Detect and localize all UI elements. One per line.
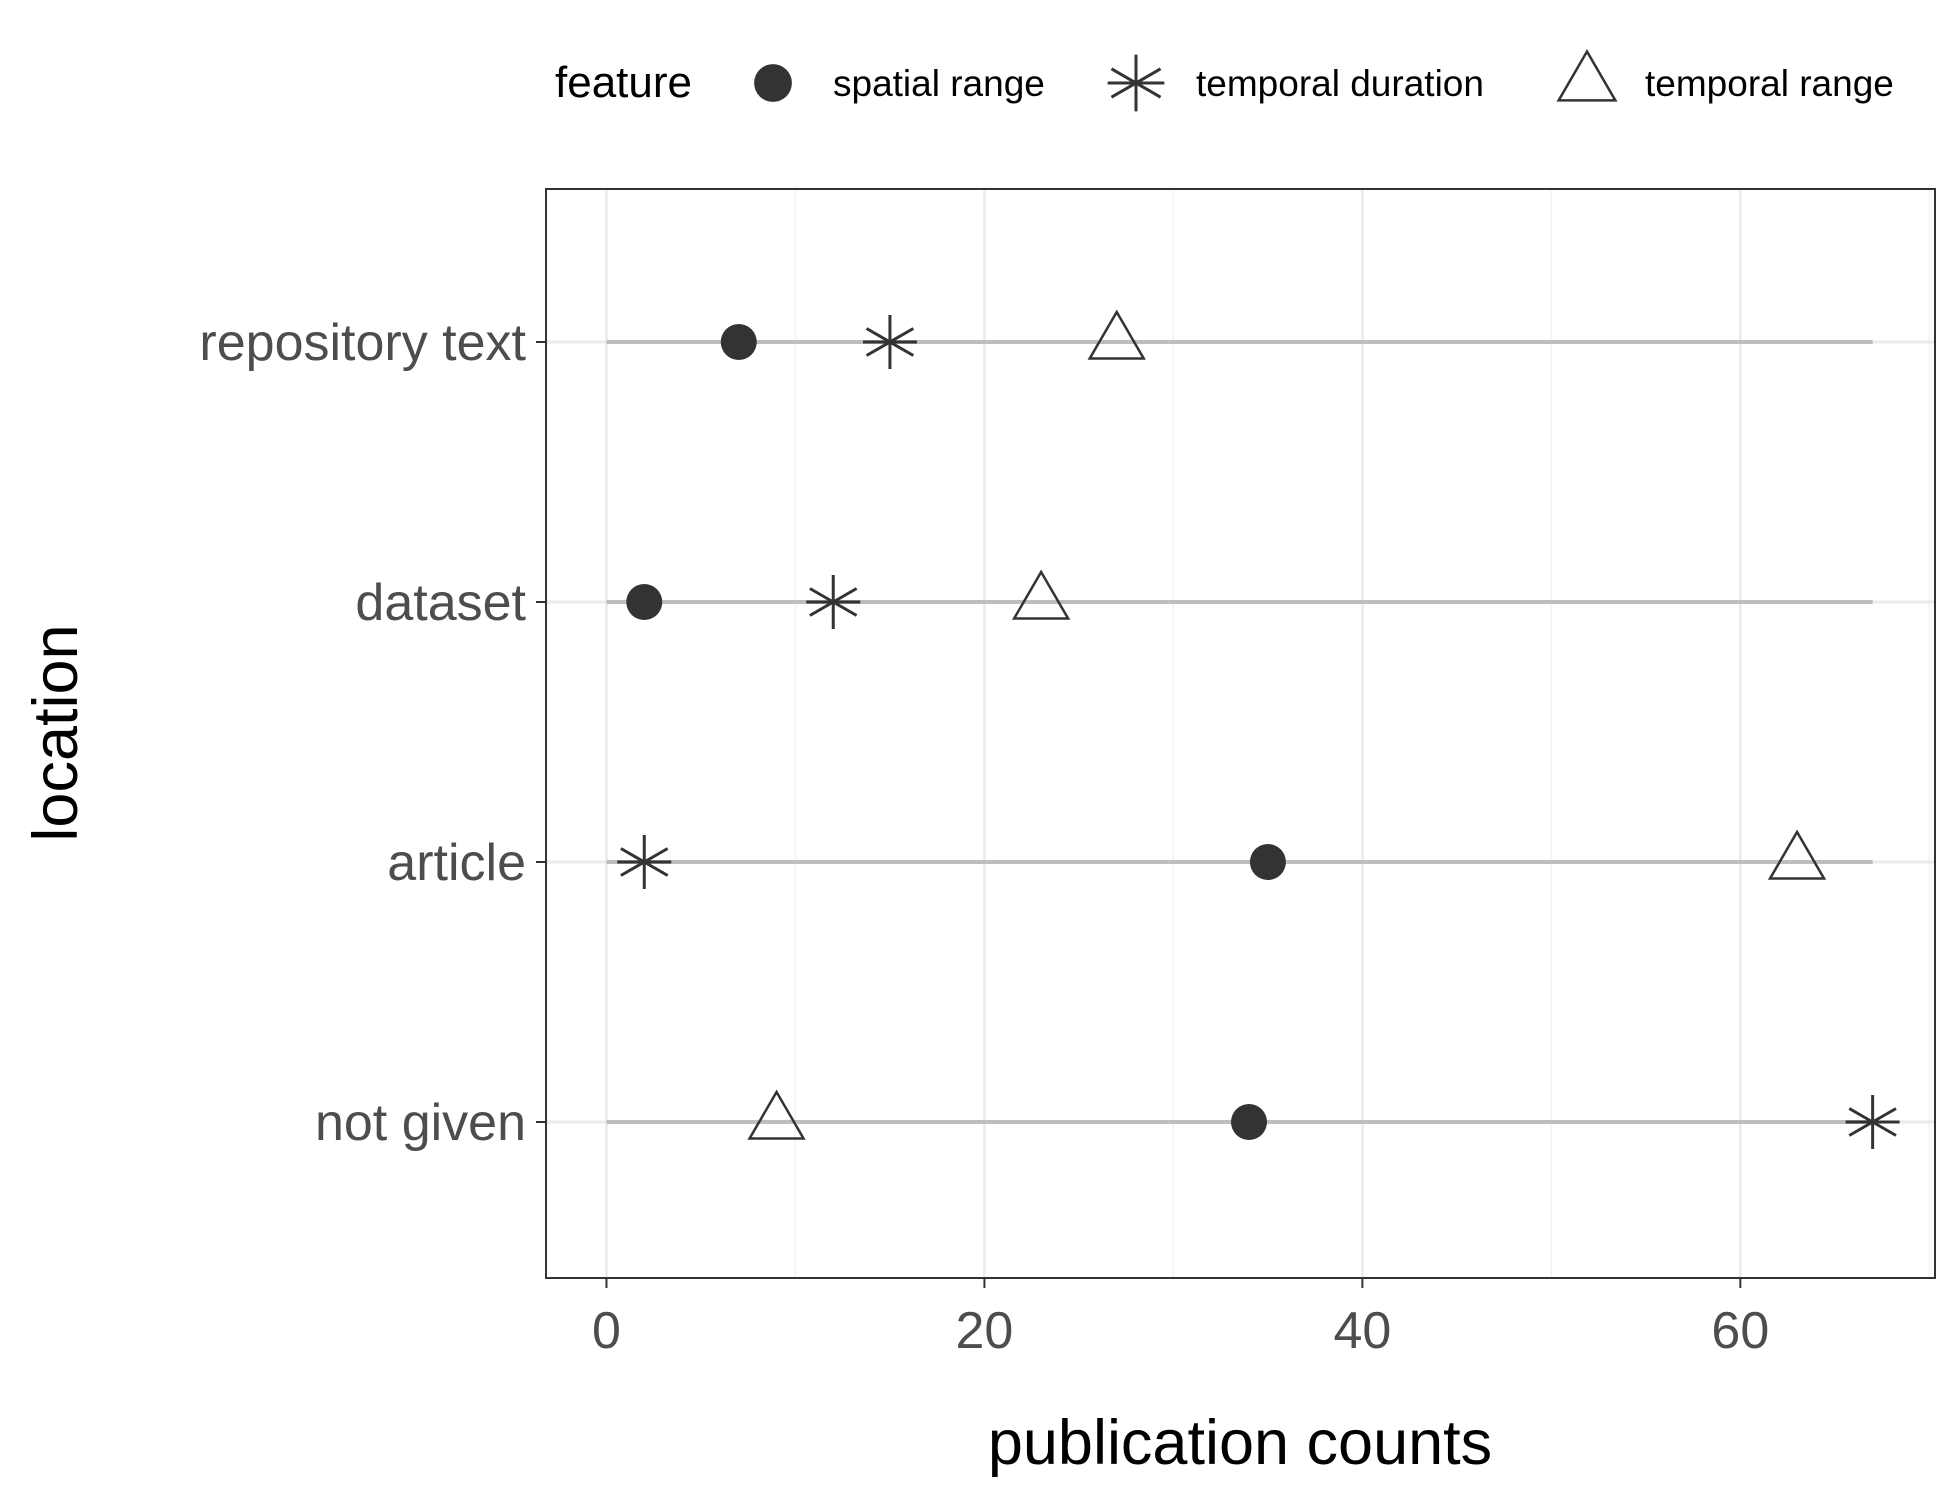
legend-title: feature: [555, 58, 692, 107]
legend: feature spatial range temporal duration te…: [555, 49, 1894, 112]
y-tick-label-not-given: not given: [315, 1094, 526, 1152]
y-tick-label-dataset: dataset: [355, 574, 526, 632]
point-temporal-range-article: [1767, 829, 1827, 880]
point-spatial-range-not-given: [1231, 1104, 1268, 1140]
legend-entry-spatial-range: spatial range: [754, 63, 1045, 104]
point-temporal-range-not-given: [747, 1089, 806, 1140]
x-tick-label-60: 60: [1711, 1302, 1769, 1360]
legend-key-spatial-range: [754, 64, 792, 102]
point-temporal-duration-not-given: [1845, 1095, 1900, 1149]
point-spatial-range-repository-text: [720, 324, 757, 360]
legend-label-temporal-range: temporal range: [1645, 63, 1894, 104]
x-tick-label-20: 20: [956, 1302, 1014, 1360]
legend-label-temporal-duration: temporal duration: [1196, 63, 1484, 104]
legend-label-spatial-range: spatial range: [833, 63, 1045, 104]
x-axis-title: publication counts: [988, 1408, 1492, 1478]
point-temporal-duration-article: [617, 835, 672, 889]
legend-key-temporal-range: [1556, 49, 1618, 102]
x-tick-label-40: 40: [1333, 1302, 1391, 1360]
x-tick-label-0: 0: [592, 1302, 621, 1360]
plot-border: [545, 188, 1936, 1279]
point-temporal-duration-dataset: [806, 575, 861, 629]
legend-entry-temporal-duration: temporal duration: [1107, 54, 1484, 112]
point-spatial-range-dataset: [626, 584, 663, 620]
point-temporal-range-repository-text: [1087, 309, 1146, 360]
point-temporal-duration-repository-text: [862, 315, 917, 369]
plot-panel: [546, 189, 1935, 1278]
y-tick-label-repository-text: repository text: [199, 314, 526, 372]
point-temporal-range-dataset: [1011, 569, 1071, 620]
legend-key-temporal-duration: [1107, 54, 1165, 112]
legend-entry-temporal-range: temporal range: [1556, 49, 1894, 104]
point-spatial-range-article: [1249, 844, 1286, 880]
y-axis-title: location: [21, 624, 91, 841]
y-tick-label-article: article: [387, 834, 526, 892]
